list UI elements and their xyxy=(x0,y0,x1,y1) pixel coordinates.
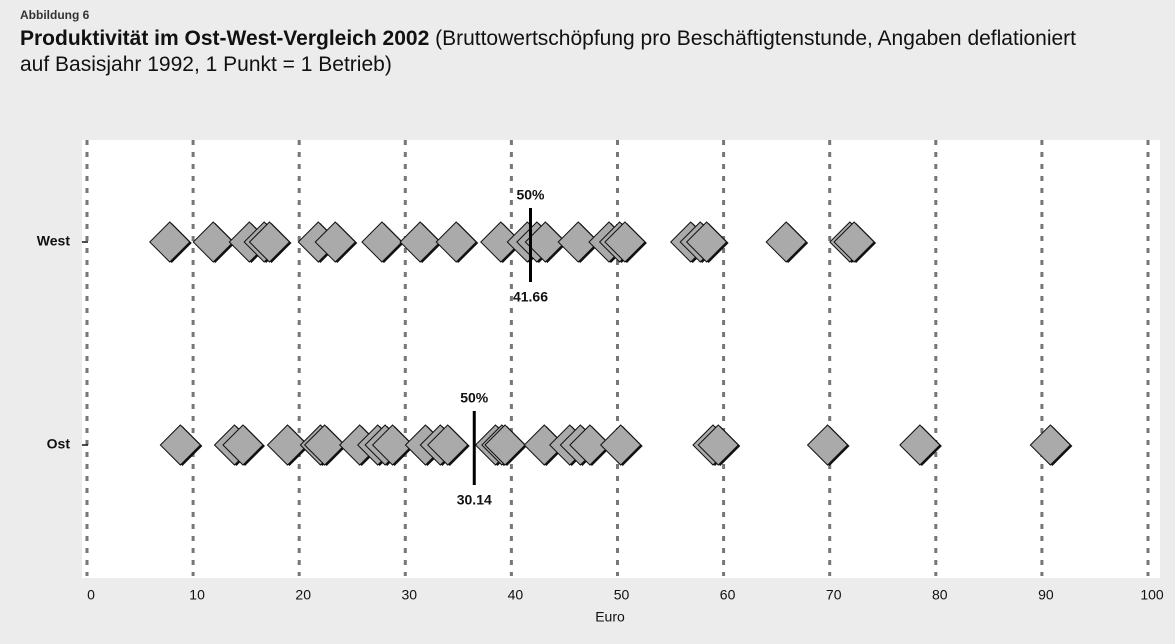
diamond xyxy=(1029,424,1073,466)
diamond xyxy=(604,221,647,263)
diamond xyxy=(523,424,567,466)
row-label: Ost xyxy=(47,436,71,452)
diamond-face xyxy=(361,221,403,263)
diamond-face xyxy=(569,424,611,466)
diamond-face xyxy=(427,424,469,466)
diamond-face xyxy=(833,221,875,263)
diamond-face xyxy=(557,221,599,263)
diamond xyxy=(303,424,347,466)
diamond xyxy=(266,424,310,466)
diamond-face xyxy=(1029,424,1072,466)
diamond-face xyxy=(314,221,356,263)
diamond-face xyxy=(192,221,234,263)
x-tick-label: 80 xyxy=(932,587,948,603)
title-block: Produktivität im Ost-West-Vergleich 2002… xyxy=(20,26,1100,78)
median-label: 30.14 xyxy=(457,492,492,508)
x-tick-label: 90 xyxy=(1038,587,1054,603)
figure-label: Abbildung 6 xyxy=(20,8,90,22)
diamond xyxy=(222,424,265,466)
diamond xyxy=(524,221,568,263)
diamond xyxy=(371,424,415,466)
diamond-face xyxy=(604,221,646,263)
diamond xyxy=(569,424,612,466)
diamond-face xyxy=(399,221,441,263)
diamond-face xyxy=(697,424,740,466)
diamond xyxy=(685,221,729,263)
diamond xyxy=(899,424,942,466)
plot-area xyxy=(82,140,1160,578)
diamond xyxy=(697,424,741,466)
diamond xyxy=(557,221,601,263)
diamond-face xyxy=(599,424,642,466)
diamond-face xyxy=(435,221,477,263)
x-tick-label: 30 xyxy=(402,587,418,603)
x-tick-label: 20 xyxy=(295,587,311,603)
diamond xyxy=(399,221,443,263)
diamond-face xyxy=(266,424,309,466)
x-tick-label: 70 xyxy=(826,587,842,603)
diamond xyxy=(192,221,236,263)
diamond xyxy=(159,424,203,466)
diamond xyxy=(833,221,877,263)
diamond xyxy=(484,424,528,466)
chart-title: Produktivität im Ost-West-Vergleich 2002 xyxy=(20,27,430,50)
diamond-face xyxy=(484,424,526,466)
row-label: West xyxy=(37,233,71,249)
x-tick-label: 60 xyxy=(720,587,736,603)
diamond xyxy=(149,221,192,263)
diamond-face xyxy=(524,221,567,263)
x-tick-label: 10 xyxy=(189,587,205,603)
median-share: 50% xyxy=(460,390,489,406)
diamond-face xyxy=(806,424,849,466)
chart-subtitle: (Bruttowertschöpfung pro Beschäftigtenst… xyxy=(20,27,1077,76)
diamond xyxy=(361,221,404,263)
x-tick-label: 50 xyxy=(614,587,630,603)
diamond xyxy=(435,221,479,263)
median-share: 50% xyxy=(516,187,545,203)
diamond-face xyxy=(371,424,414,466)
median-label: 41.66 xyxy=(513,289,548,305)
x-axis-label: Euro xyxy=(595,609,625,625)
x-tick-label: 40 xyxy=(508,587,524,603)
diamond xyxy=(599,424,643,466)
diamond xyxy=(765,221,809,263)
header: Abbildung 6 Produktivität im Ost-West-Ve… xyxy=(20,8,1100,78)
diamond xyxy=(248,221,292,263)
diamond xyxy=(806,424,850,466)
diamond xyxy=(480,221,523,263)
diamond-face xyxy=(222,424,264,466)
x-tick-label: 0 xyxy=(87,587,95,603)
diamond xyxy=(427,424,470,466)
x-tick-label: 100 xyxy=(1140,587,1164,603)
diamond-face xyxy=(765,221,807,263)
diamond-face xyxy=(899,424,941,466)
diamond-face xyxy=(685,221,728,263)
diamond-face xyxy=(248,221,291,263)
diamond-face xyxy=(159,424,202,466)
diamond xyxy=(314,221,358,263)
diamond-face xyxy=(303,424,346,466)
diamond-face xyxy=(149,221,191,263)
